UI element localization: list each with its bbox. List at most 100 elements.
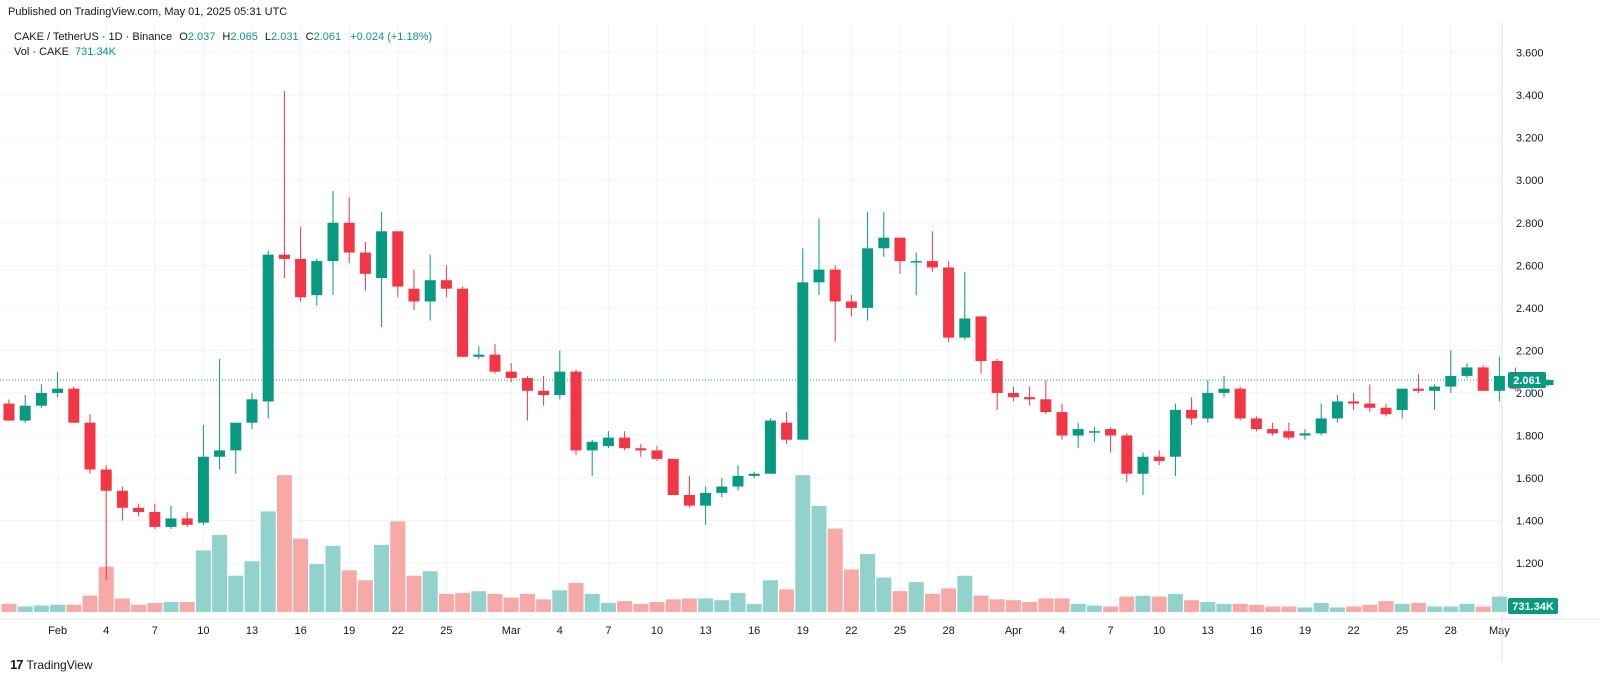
volume-bar bbox=[1378, 601, 1394, 612]
volume-bar bbox=[1022, 602, 1038, 612]
x-tick-label: May bbox=[1489, 625, 1510, 637]
volume-bar bbox=[1248, 604, 1264, 612]
chart-canvas[interactable]: 3.600 3.400 3.200 3.000 2.800 2.600 2.400 2.200… bbox=[0, 22, 1600, 662]
candle-body bbox=[1493, 375, 1505, 391]
candle-body bbox=[878, 237, 890, 249]
candle-body bbox=[359, 252, 371, 274]
candle-body bbox=[424, 280, 436, 302]
y-tick-label: 2.000 bbox=[1516, 388, 1544, 400]
candle-body bbox=[35, 392, 47, 406]
volume-bar bbox=[681, 598, 697, 612]
candle-body bbox=[489, 354, 501, 372]
x-tick-label: 10 bbox=[651, 625, 663, 637]
candle-body bbox=[116, 490, 128, 508]
x-tick-label: Feb bbox=[48, 625, 67, 637]
candle-body bbox=[1202, 392, 1214, 419]
x-tick-label: 19 bbox=[343, 625, 355, 637]
y-tick-label: 2.600 bbox=[1516, 260, 1544, 272]
volume-bar bbox=[1184, 600, 1200, 612]
volume-bar bbox=[1005, 600, 1021, 612]
volume-bar bbox=[66, 604, 82, 612]
x-tick-label: 7 bbox=[1108, 625, 1114, 637]
candle-body bbox=[748, 473, 760, 476]
candle-body bbox=[813, 269, 825, 283]
candle-body bbox=[570, 371, 582, 451]
volume-bar bbox=[795, 475, 811, 612]
x-tick-label: Mar bbox=[502, 625, 521, 637]
x-tick-label: 19 bbox=[797, 625, 809, 637]
low-label: L bbox=[264, 31, 272, 43]
volume-bar bbox=[762, 580, 778, 612]
volume-tag bbox=[1508, 598, 1558, 614]
volume-bar bbox=[1410, 602, 1426, 612]
x-tick-label: 16 bbox=[748, 625, 760, 637]
candle-body bbox=[635, 448, 647, 451]
candle-body bbox=[52, 388, 64, 393]
candle-body bbox=[683, 495, 695, 506]
candle-body bbox=[1542, 379, 1554, 386]
volume-bar bbox=[1086, 605, 1102, 612]
volume-bar bbox=[957, 575, 973, 612]
candle-body bbox=[327, 222, 339, 262]
y-tick-label: 1.800 bbox=[1516, 430, 1544, 442]
volume-bar bbox=[438, 593, 454, 612]
volume-bar bbox=[1265, 606, 1281, 612]
open-value: 2.037 bbox=[187, 31, 216, 43]
volume-bar bbox=[98, 566, 114, 612]
x-tick-label: 22 bbox=[1347, 625, 1359, 637]
y-tick-label: 2.800 bbox=[1516, 218, 1544, 230]
candle-body bbox=[926, 261, 938, 268]
volume-bar bbox=[730, 592, 746, 612]
x-tick-label: 10 bbox=[197, 625, 209, 637]
candle-body bbox=[68, 388, 80, 423]
candle-body bbox=[1364, 403, 1376, 408]
x-tick-label: Apr bbox=[1005, 625, 1022, 637]
close-label: C bbox=[305, 31, 314, 43]
y-tick-label: 1.600 bbox=[1516, 473, 1544, 485]
symbol-row[interactable]: CAKE / TetherUS · 1D · Binance O2.037 H2… bbox=[14, 30, 432, 45]
candle-body bbox=[586, 441, 598, 451]
candle-body bbox=[959, 318, 971, 338]
candle-body bbox=[1105, 429, 1117, 436]
volume-bar bbox=[179, 602, 195, 612]
y-tick-label: 3.200 bbox=[1516, 133, 1544, 145]
candle-body bbox=[781, 422, 793, 440]
volume-bar bbox=[471, 591, 487, 612]
volume-bar bbox=[746, 603, 762, 612]
volume-bar bbox=[1119, 596, 1135, 612]
volume-label[interactable]: Vol · CAKE bbox=[14, 46, 70, 58]
volume-bar bbox=[714, 600, 730, 612]
volume-bar bbox=[779, 589, 795, 612]
volume-row[interactable]: Vol · CAKE 731.34K bbox=[14, 45, 432, 60]
volume-bar bbox=[584, 593, 600, 612]
volume-bar bbox=[260, 511, 276, 612]
volume-bar bbox=[309, 563, 325, 612]
candle-body bbox=[797, 282, 809, 440]
volume-bar bbox=[892, 591, 908, 612]
y-tick-label: 3.000 bbox=[1516, 175, 1544, 187]
candle-body bbox=[602, 437, 614, 447]
volume-bar bbox=[1, 603, 17, 612]
y-tick-label: 2.200 bbox=[1516, 345, 1544, 357]
candle-body bbox=[181, 518, 193, 525]
candle-body bbox=[1024, 397, 1036, 400]
x-tick-label: 25 bbox=[440, 625, 452, 637]
x-tick-label: 16 bbox=[294, 625, 306, 637]
low-value: 2.031 bbox=[271, 31, 299, 43]
volume-bar bbox=[244, 561, 260, 612]
y-tick-label: 1.400 bbox=[1516, 516, 1544, 528]
candle-body bbox=[149, 512, 161, 527]
symbol-name[interactable]: CAKE / TetherUS · 1D · Binance bbox=[14, 31, 173, 43]
candle-body bbox=[1461, 367, 1473, 376]
candle-body bbox=[84, 422, 96, 470]
candle-body bbox=[1056, 412, 1068, 436]
candle-body bbox=[1234, 388, 1246, 419]
volume-bar bbox=[114, 598, 130, 612]
high-value: 2.065 bbox=[230, 31, 258, 43]
x-tick-label: 4 bbox=[557, 625, 563, 637]
candle-body bbox=[1348, 401, 1360, 404]
candle-body bbox=[197, 456, 209, 523]
candle-body bbox=[1007, 392, 1019, 398]
volume-bar bbox=[1297, 607, 1313, 612]
price-chart[interactable]: 3.600 3.400 3.200 3.000 2.800 2.600 2.400 2.200… bbox=[0, 22, 1600, 662]
